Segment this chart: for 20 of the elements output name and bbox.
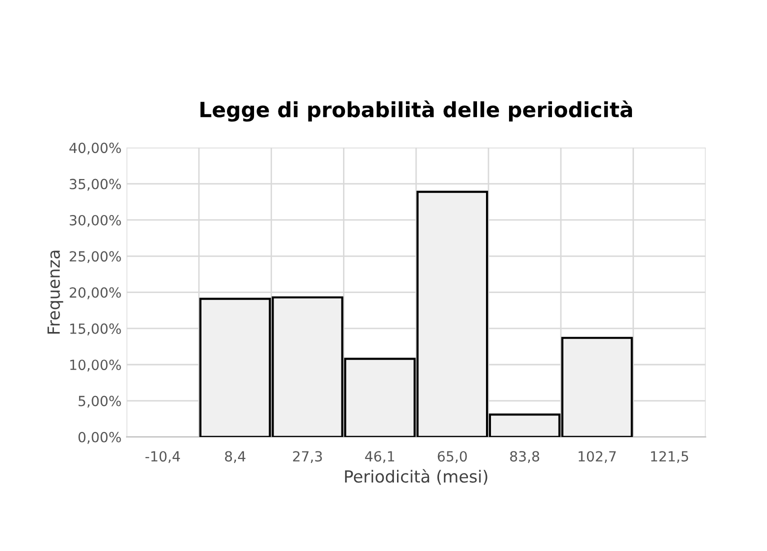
y-tick-label: 5,00%	[78, 396, 121, 408]
y-axis-title: Frequenza	[48, 250, 64, 334]
x-tick-label: 65,0	[438, 451, 467, 463]
y-tick-label: 35,00%	[70, 178, 121, 191]
y-tick-label: 30,00%	[70, 214, 121, 227]
x-tick-label: 27,3	[293, 451, 322, 463]
y-tick-label: 25,00%	[70, 251, 121, 264]
x-tick-label: 102,7	[578, 451, 616, 463]
x-tick-label: 83,8	[510, 451, 540, 463]
x-axis-title: Periodicità (mesi)	[345, 469, 488, 485]
x-tick-label: -10,4	[145, 451, 180, 463]
x-tick-label: 8,4	[225, 451, 246, 463]
y-tick-label: 10,00%	[70, 360, 121, 372]
y-tick-label: 40,00%	[69, 142, 121, 155]
chart-title: Legge di probabilità delle periodicità	[200, 100, 632, 122]
x-tick-label: 121,5	[651, 451, 688, 463]
y-tick-label: 20,00%	[70, 287, 121, 300]
y-tick-label: 0,00%	[78, 432, 121, 444]
y-tick-label: 15,00%	[70, 323, 121, 336]
x-tick-label: 46,1	[365, 451, 394, 463]
